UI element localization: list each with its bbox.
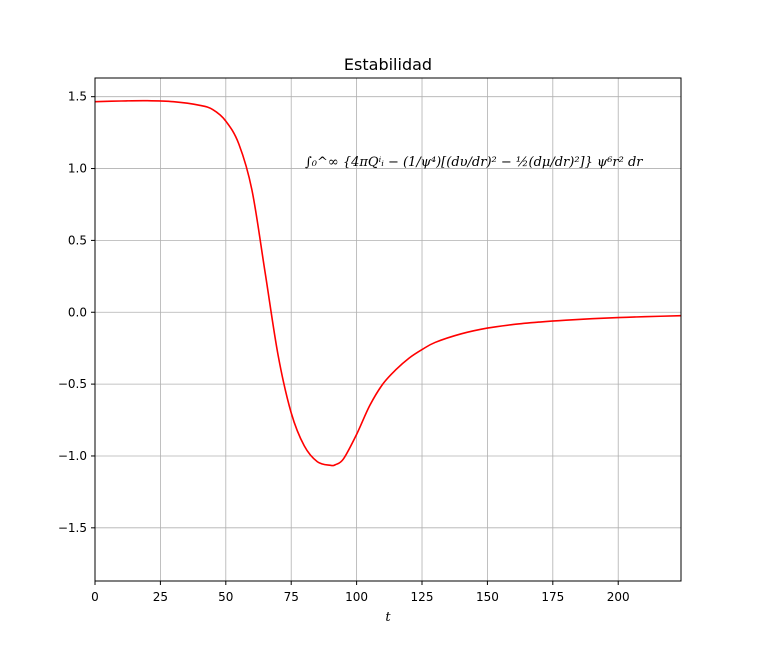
x-tick-label: 175: [541, 590, 564, 604]
y-tick-label: 0.5: [68, 233, 87, 247]
x-tick-label: 150: [476, 590, 499, 604]
grid-lines: [94, 78, 681, 581]
y-tick-label: −1.0: [58, 449, 87, 463]
series-line: [94, 99, 682, 467]
x-tick-label: 200: [607, 590, 630, 604]
x-tick-label: 0: [91, 590, 99, 604]
plot-frame: [94, 77, 682, 582]
x-tick-label: 50: [218, 590, 233, 604]
y-tick-label: −1.5: [58, 521, 87, 535]
y-tick-label: 0.0: [68, 305, 87, 319]
series-group: [94, 99, 682, 467]
x-tick-label: 25: [153, 590, 168, 604]
x-tick-label: 125: [411, 590, 434, 604]
chart-title: Estabilidad: [344, 55, 432, 74]
integral-annotation: ∫₀^∞ {4πQⁱᵢ − (1/ψ⁴)[(dυ/dr)² − ½(dμ/dr)…: [305, 155, 643, 170]
y-tick-label: 1.0: [68, 162, 87, 176]
x-tick-label: 75: [284, 590, 299, 604]
y-tick-label: −0.5: [58, 377, 87, 391]
x-axis-label: t: [385, 610, 391, 625]
x-axis-ticks: 0 25 50 75 100 125 150 175 200: [91, 581, 630, 604]
x-tick-label: 100: [345, 590, 368, 604]
y-axis-ticks: 1.5 1.0 0.5 0.0 −0.5 −1.0 −1.5: [58, 90, 95, 535]
y-tick-label: 1.5: [68, 90, 87, 104]
